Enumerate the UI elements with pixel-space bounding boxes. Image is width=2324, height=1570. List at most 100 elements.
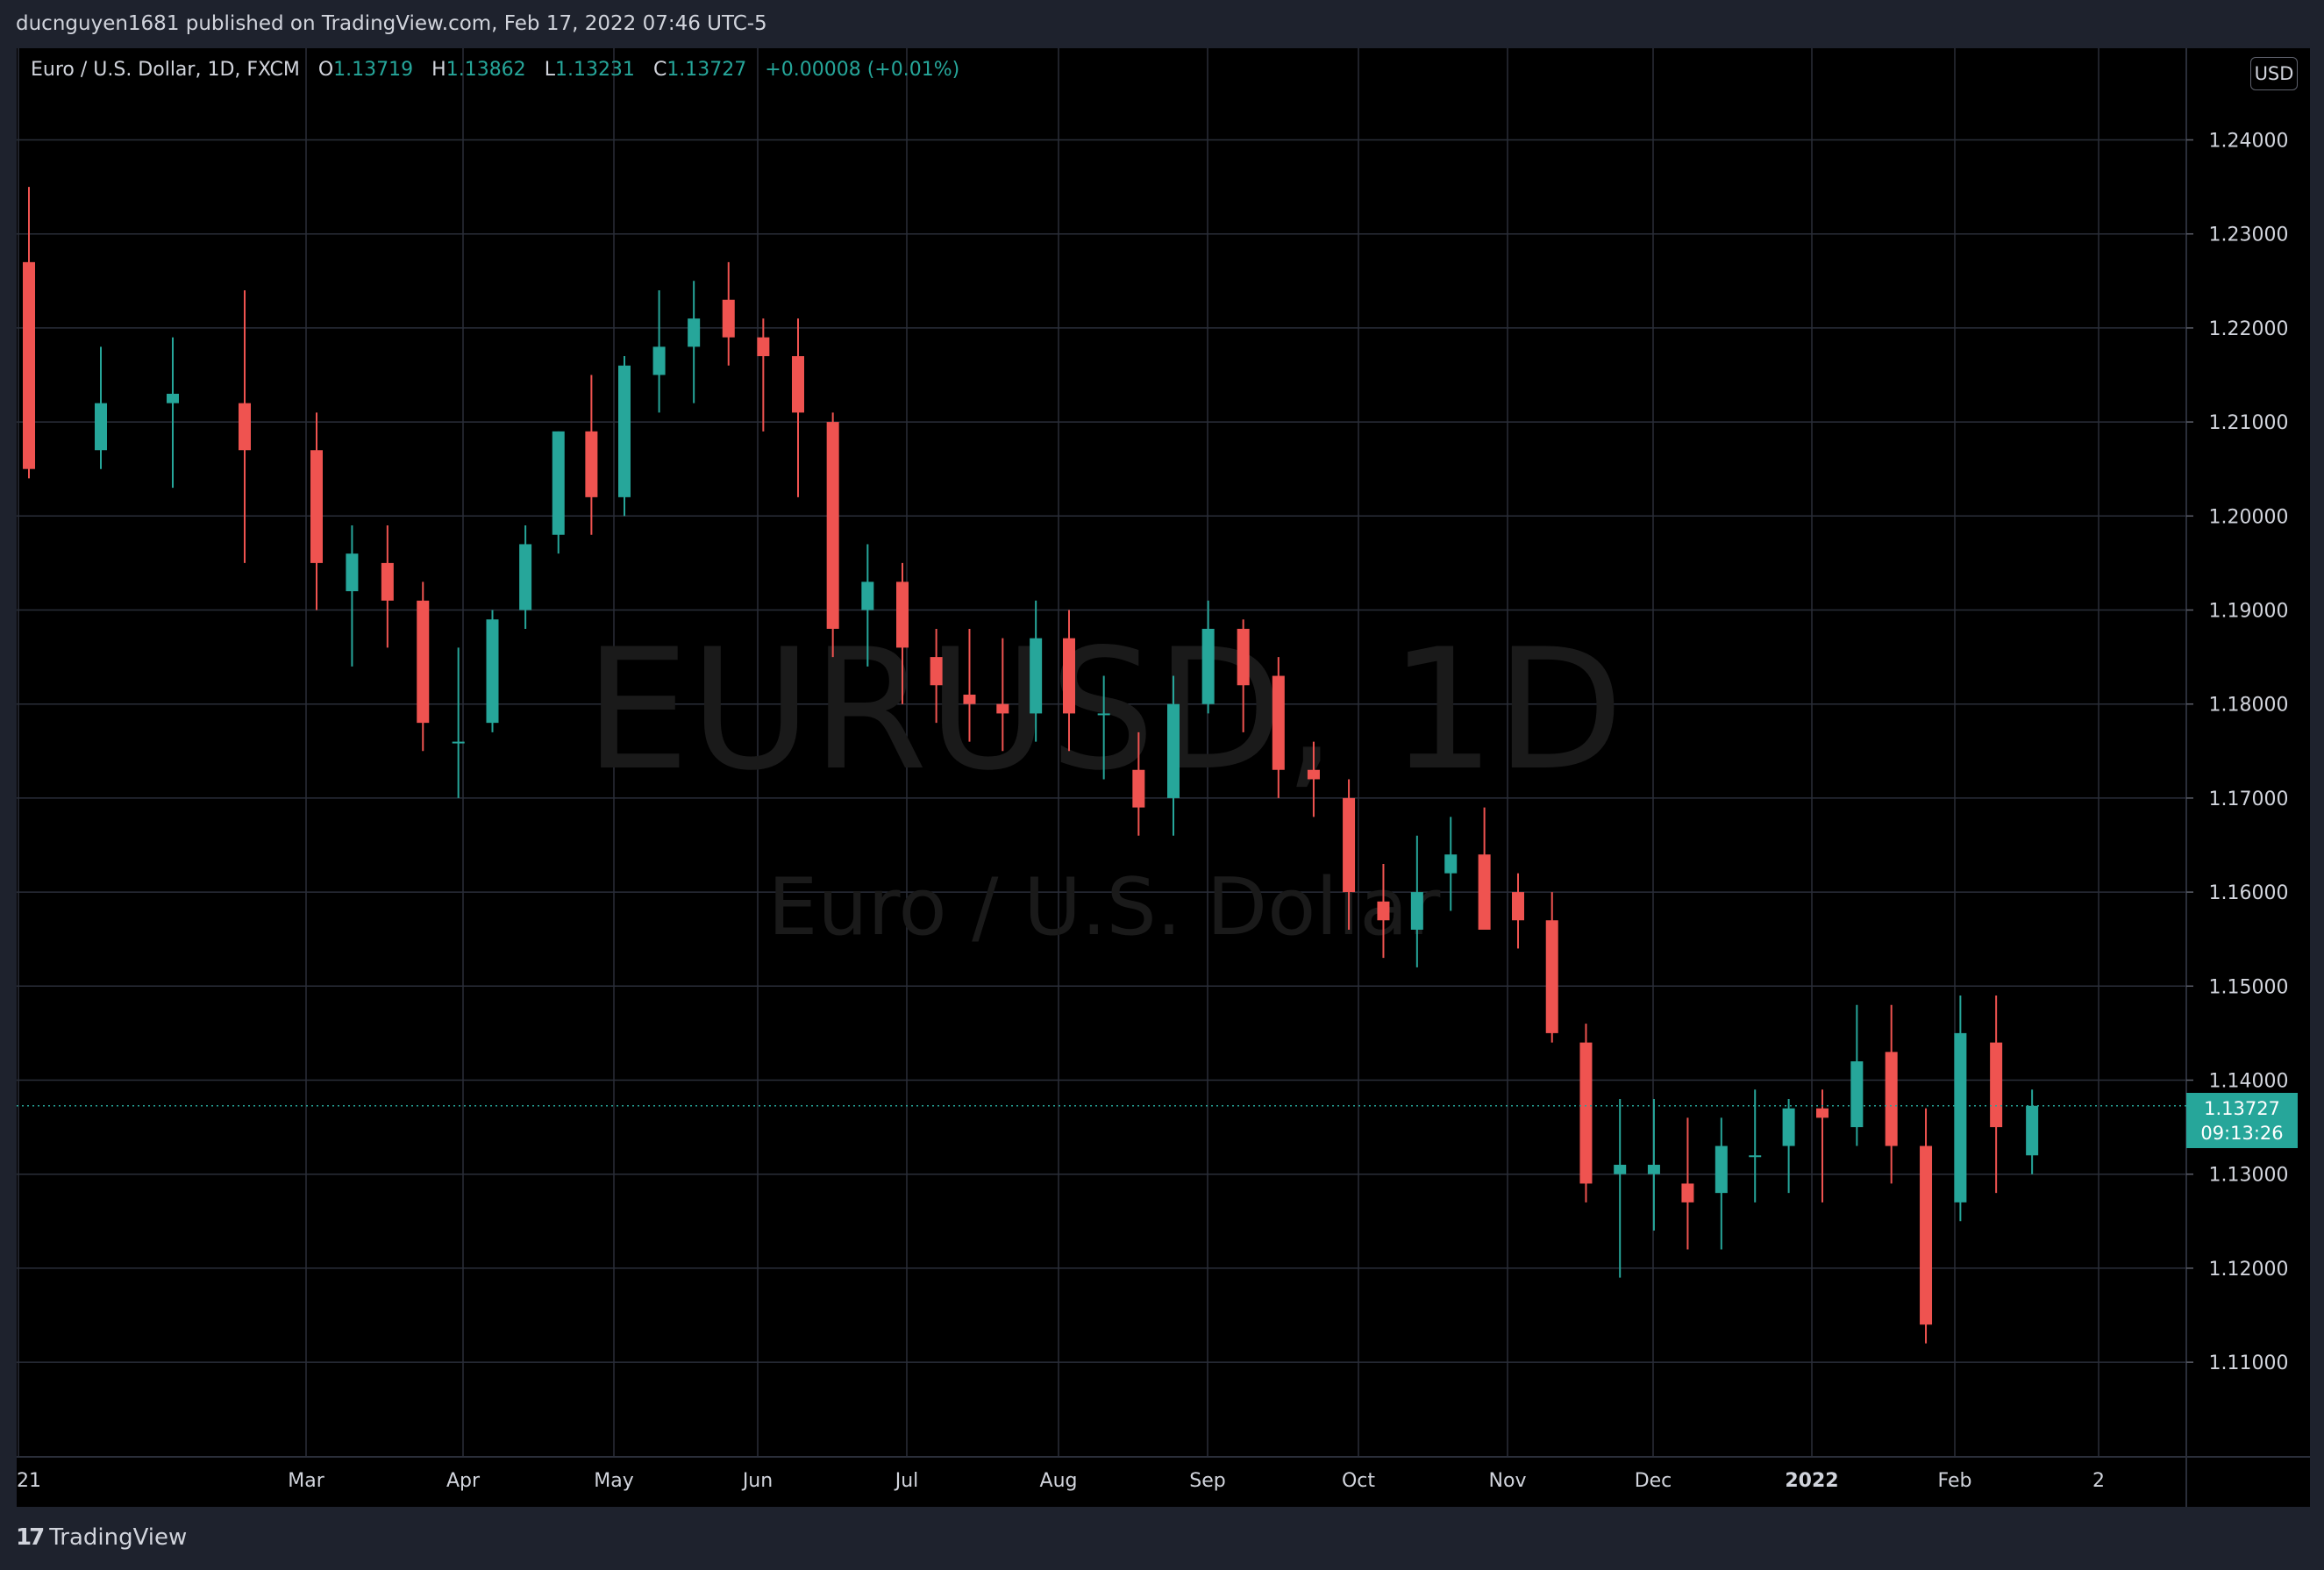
candle [95,346,107,469]
candle [757,318,770,432]
candle [310,412,323,610]
candle-body [585,431,598,497]
price-axis[interactable]: 1.24000 1.23000 1.22000 1.21000 1.20000 1.190… [2186,131,2288,1375]
price-tick-label: 1.18000 [2209,695,2289,717]
time-tick-label: Mar [288,1470,324,1492]
candle [417,582,430,752]
candle-body [417,600,430,724]
time-tick-label: 21 [17,1470,41,1492]
candle [1920,1108,1933,1344]
candle [381,525,394,648]
legend-open: 1.13719 [333,59,414,81]
price-tick-label: 1.22000 [2209,318,2289,340]
legend-close-key: C [652,59,667,81]
candle-body [1850,1061,1864,1128]
candle [826,412,839,658]
price-tick-label: 1.15000 [2209,976,2289,998]
candle-body [486,619,499,724]
tradingview-brand[interactable]: 17 TradingView [16,1524,187,1551]
price-tick-label: 1.14000 [2209,1071,2289,1093]
candle-body [963,694,976,704]
candle [519,525,532,629]
candle-body [688,318,701,347]
candle-body [1167,703,1180,798]
legend-symbol: Euro / U.S. Dollar, 1D, FXCM [31,59,300,81]
candle-body [1920,1145,1933,1325]
time-tick-label: Jul [894,1470,919,1492]
publisher-bar: ducnguyen1681 published on TradingView.c… [0,0,2324,48]
candle [1343,779,1356,930]
candle-body [1237,628,1250,686]
candle-body [930,657,943,686]
candle-body [1132,769,1145,808]
candle [1030,600,1043,742]
legend-low-key: L [544,59,555,81]
candle [1954,996,1967,1222]
candle [1237,619,1250,732]
candle [996,638,1009,752]
candle-body [1816,1108,1829,1118]
currency-button[interactable]: USD [2250,57,2298,90]
time-tick-label: 2022 [1785,1470,1838,1492]
candle-body [452,741,465,744]
candle [1714,1117,1728,1250]
legend-high-key: H [431,59,446,81]
candle [963,628,976,742]
price-tick-label: 1.20000 [2209,506,2289,528]
price-tick-label: 1.21000 [2209,412,2289,434]
time-tick-label: Aug [1040,1470,1078,1492]
price-chart[interactable]: EURUSD, 1D Euro / U.S. Dollar 1.240001.2… [17,48,2310,1507]
candle-body [1885,1052,1898,1146]
candle-body [1201,628,1215,704]
candle [552,431,565,554]
candle [1444,817,1458,911]
candle [452,647,465,798]
time-tick-label: 2 [2092,1470,2105,1492]
candle-body [1681,1183,1694,1202]
time-tick-label: Oct [1342,1470,1375,1492]
candle-body [167,393,179,403]
chart-panel[interactable]: EURUSD, 1D Euro / U.S. Dollar 1.24000 1.2… [17,48,2310,1507]
candle [1132,731,1145,836]
candle-body [95,403,107,451]
candle-body [722,299,735,338]
time-axis[interactable]: 21 Mar Apr May Jun Jul Aug Sep Oct Nov Dec 2022 Feb 2 [17,1470,2105,1492]
candle-body [1614,1164,1627,1174]
candle-body [346,553,359,592]
candle [1614,1098,1627,1278]
legend-open-key: O [317,59,334,81]
candle-body [1990,1042,2003,1128]
candle-body [1647,1164,1660,1174]
candle-body [618,365,631,497]
candle-body [1444,854,1458,874]
candle-body [1782,1108,1795,1146]
candle-body [1343,797,1356,893]
price-tick-label: 1.13000 [2209,1165,2289,1187]
candle-body [1307,769,1320,780]
price-tick-label: 1.16000 [2209,882,2289,904]
price-tick-label: 1.11000 [2209,1352,2289,1374]
candle [930,628,943,724]
watermark-name: Euro / U.S. Dollar [768,861,1441,953]
time-tick-label: Nov [1489,1470,1527,1492]
candle [486,610,499,732]
candle [585,375,598,535]
candle [167,337,179,489]
time-tick-label: May [594,1470,633,1492]
candle [618,356,631,517]
tradingview-logo-icon: 17 [16,1524,45,1551]
legend-change: +0.00008 (+0.01%) [765,59,960,81]
candle [861,544,874,667]
time-tick-label: Jun [741,1470,773,1492]
footer-bar: 17 TradingView [0,1507,2324,1570]
candle-body [996,703,1009,714]
candle [1885,1004,1898,1184]
price-tick-label: 1.19000 [2209,601,2289,623]
candle [1850,1004,1864,1146]
candle-body [861,582,874,610]
candle-body [792,356,804,413]
candle [1201,600,1215,714]
legend-close: 1.13727 [667,59,747,81]
brand-name: TradingView [49,1524,188,1551]
candle-body [1097,713,1110,716]
